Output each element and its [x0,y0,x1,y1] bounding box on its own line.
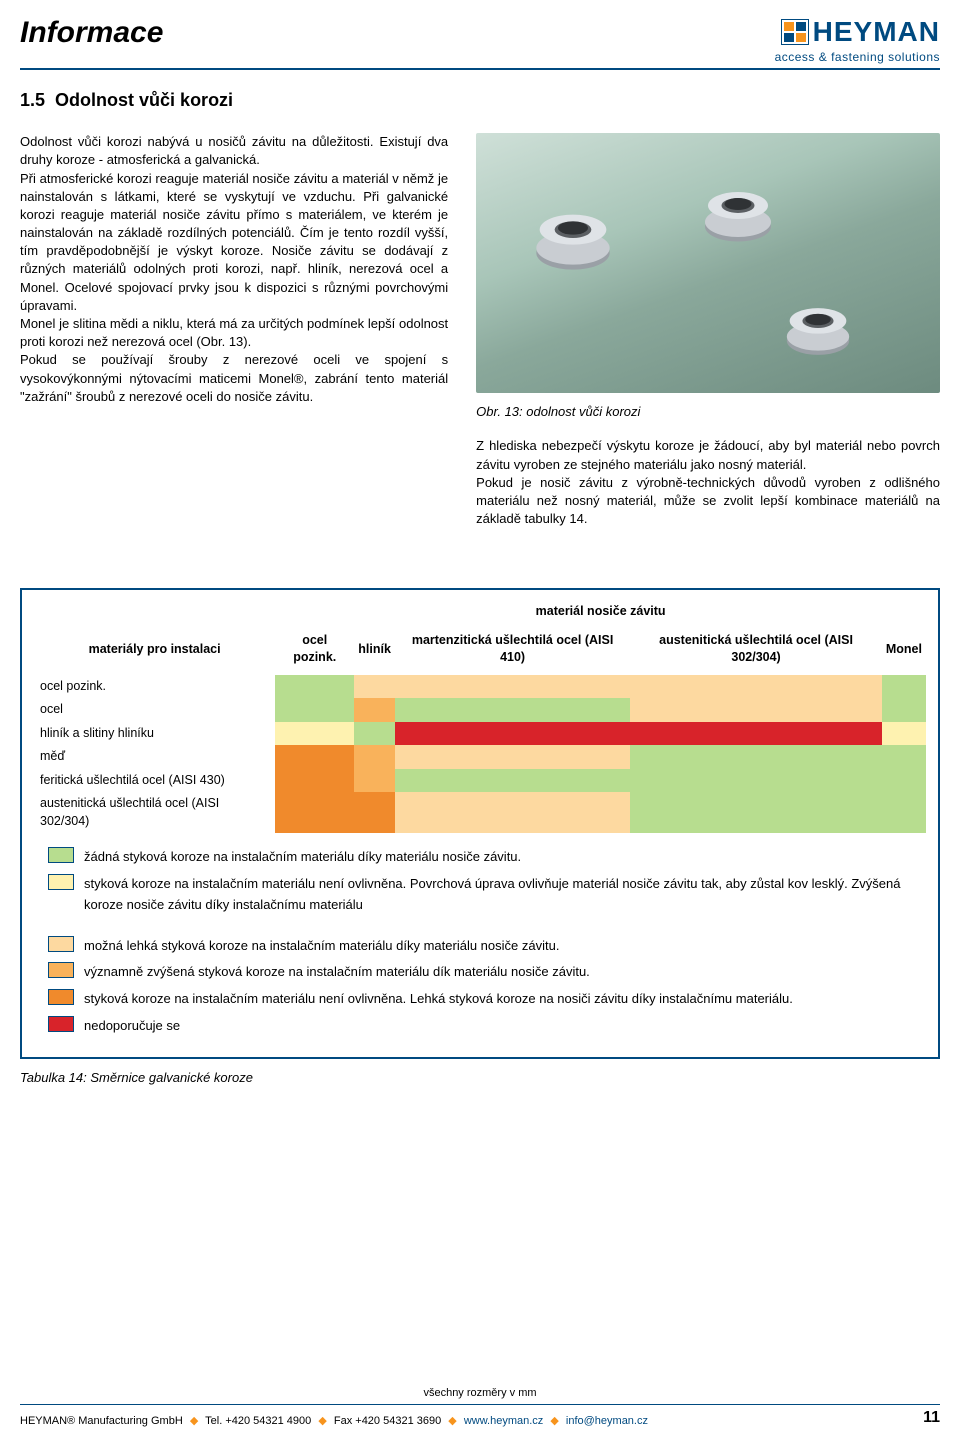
cell-4-4 [882,769,926,793]
legend-item-5: styková koroze na instalačním materiálu … [34,989,926,1010]
cell-0-2 [395,675,630,699]
row-header: materiály pro instalaci [34,624,275,675]
cell-5-4 [882,792,926,833]
footer-fax: Fax +420 54321 3690 [334,1415,441,1427]
cell-4-2 [395,769,630,793]
figure-13-caption: Obr. 13: odolnost vůči korozi [476,403,940,421]
corrosion-matrix-table: materiál nosiče závitu materiály pro ins… [34,600,926,833]
cell-1-0 [275,698,354,722]
cell-1-4 [882,698,926,722]
page-footer: všechny rozměry v mm HEYMAN® Manufacturi… [20,1386,940,1429]
row-4: feritická ušlechtilá ocel (AISI 430) [34,769,275,793]
cell-3-4 [882,745,926,769]
cell-2-4 [882,722,926,746]
legend-text: styková koroze na instalačním materiálu … [84,989,926,1010]
col-0: ocel pozink. [275,624,354,675]
right-column: Obr. 13: odolnost vůči korozi Z hlediska… [476,133,940,528]
legend-swatch [48,989,74,1005]
cell-2-3 [630,722,882,746]
cell-5-0 [275,792,354,833]
cell-2-0 [275,722,354,746]
cell-3-0 [275,745,354,769]
cell-5-1 [354,792,395,833]
right-para-1: Z hlediska nebezpečí výskytu koroze je ž… [476,437,940,473]
row-3: měď [34,745,275,769]
left-column: Odolnost vůči korozi nabývá u nosičů záv… [20,133,448,528]
footer-tel: Tel. +420 54321 4900 [205,1415,311,1427]
para-3: Monel je slitina mědi a niklu, která má … [20,315,448,351]
legend: žádná styková koroze na instalačním mate… [34,847,926,1037]
cell-5-3 [630,792,882,833]
footer-mail[interactable]: info@heyman.cz [566,1415,648,1427]
legend-text: styková koroze na instalačním materiálu … [84,874,926,916]
footer-note: všechny rozměry v mm [20,1386,940,1401]
cell-2-2 [395,722,630,746]
para-4: Pokud se používají šrouby z nerezové oce… [20,351,448,406]
cell-1-2 [395,698,630,722]
footer-web[interactable]: www.heyman.cz [464,1415,543,1427]
cell-0-0 [275,675,354,699]
section-number: 1.5 [20,90,45,110]
cell-5-2 [395,792,630,833]
cell-4-1 [354,769,395,793]
logo-tagline: access & fastening solutions [775,49,940,66]
legend-text: významně zvýšená styková koroze na insta… [84,962,926,983]
col-1: hliník [354,624,395,675]
section-title: Odolnost vůči korozi [55,90,233,110]
cell-1-3 [630,698,882,722]
cell-0-3 [630,675,882,699]
cell-4-3 [630,769,882,793]
col-group-header: materiál nosiče závitu [275,600,926,624]
cell-3-2 [395,745,630,769]
table-14-caption: Tabulka 14: Směrnice galvanické koroze [20,1069,940,1087]
brand-logo: HEYMAN access & fastening solutions [775,12,940,66]
para-2: Při atmosferické korozi reaguje materiál… [20,170,448,316]
content-columns: Odolnost vůči korozi nabývá u nosičů záv… [20,133,940,528]
header-title: Informace [20,12,163,54]
row-0: ocel pozink. [34,675,275,699]
row-1: ocel [34,698,275,722]
legend-item-6: nedoporučuje se [34,1016,926,1037]
cell-3-1 [354,745,395,769]
cell-3-3 [630,745,882,769]
row-5: austenitická ušlechtilá ocel (AISI 302/3… [34,792,275,833]
heyman-logo-icon [781,19,809,45]
col-3: austenitická ušlechtilá ocel (AISI 302/3… [630,624,882,675]
footer-contact: HEYMAN® Manufacturing GmbH ◆ Tel. +420 5… [20,1414,648,1429]
legend-text: žádná styková koroze na instalačním mate… [84,847,926,868]
cell-2-1 [354,722,395,746]
legend-swatch [48,936,74,952]
legend-swatch [48,962,74,978]
legend-item-1: styková koroze na instalačním materiálu … [34,874,926,916]
logo-text: HEYMAN [813,12,940,51]
legend-swatch [48,847,74,863]
footer-company: HEYMAN® Manufacturing GmbH [20,1415,183,1427]
table-14-container: materiál nosiče závitu materiály pro ins… [20,588,940,1059]
right-para-2: Pokud je nosič závitu z výrobně-technick… [476,474,940,529]
col-2: martenzitická ušlechtilá ocel (AISI 410) [395,624,630,675]
legend-text: možná lehká styková koroze na instalační… [84,936,926,957]
cell-0-1 [354,675,395,699]
legend-text: nedoporučuje se [84,1016,926,1037]
legend-item-4: významně zvýšená styková koroze na insta… [34,962,926,983]
legend-item-3: možná lehká styková koroze na instalační… [34,936,926,957]
cell-4-0 [275,769,354,793]
cell-0-4 [882,675,926,699]
cell-1-1 [354,698,395,722]
legend-swatch [48,874,74,890]
figure-13-image [476,133,940,393]
para-1: Odolnost vůči korozi nabývá u nosičů záv… [20,133,448,169]
page-number: 11 [923,1407,940,1429]
row-2: hliník a slitiny hliníku [34,722,275,746]
legend-item-0: žádná styková koroze na instalačním mate… [34,847,926,868]
page-header: Informace HEYMAN access & fastening solu… [20,12,940,70]
section-heading: 1.5 Odolnost vůči korozi [20,88,940,113]
legend-swatch [48,1016,74,1032]
col-4: Monel [882,624,926,675]
